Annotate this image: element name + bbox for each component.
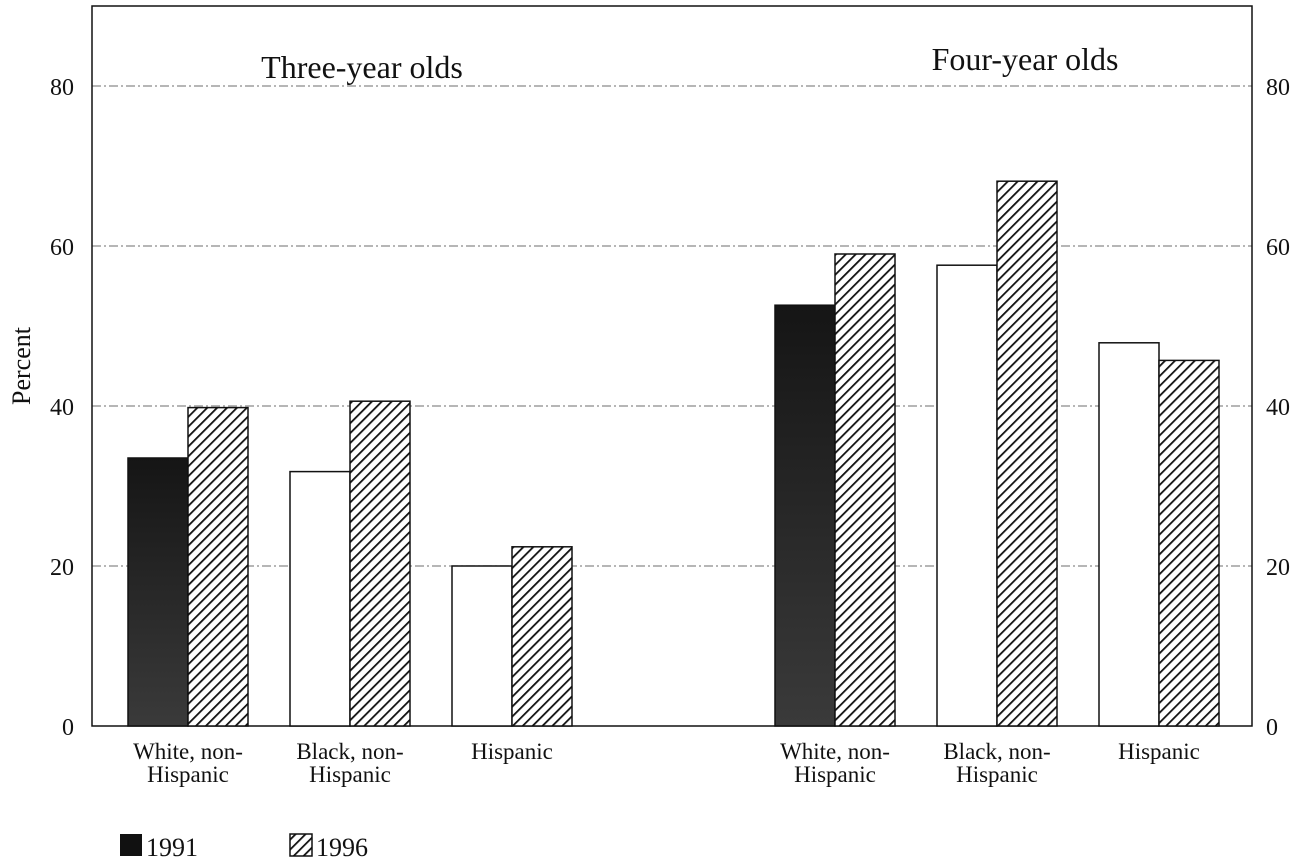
bar-1996-four-cat0	[835, 254, 895, 726]
category-label: Black, non-	[296, 739, 403, 764]
legend-label-1991: 1991	[146, 833, 198, 861]
y-tick-label-left: 80	[50, 75, 74, 101]
legend: 1991 1996	[120, 833, 368, 861]
group-title-three-year-olds: Three-year olds	[261, 49, 463, 85]
y-tick-label-left: 0	[62, 715, 74, 741]
bar-1991-four-cat0	[775, 305, 835, 726]
y-tick-label-left: 20	[50, 555, 74, 581]
bar-1996-three-cat0	[188, 408, 248, 726]
bar-1991-three-cat1	[290, 472, 350, 726]
bar-1996-three-cat2	[512, 547, 572, 726]
category-label: Hispanic	[956, 762, 1038, 787]
bar-1996-four-cat1	[997, 181, 1057, 726]
y-tick-label-right: 40	[1266, 395, 1290, 421]
legend-label-1996: 1996	[316, 833, 368, 861]
category-label: White, non-	[133, 739, 243, 764]
bar-1991-four-cat1	[937, 265, 997, 726]
category-label: Hispanic	[147, 762, 229, 787]
y-tick-label-left: 40	[50, 395, 74, 421]
y-tick-label-right: 20	[1266, 555, 1290, 581]
y-tick-label-right: 80	[1266, 75, 1290, 101]
bar-1991-three-cat0	[128, 458, 188, 726]
gridlines	[92, 86, 1252, 566]
bar-1991-three-cat2	[452, 566, 512, 726]
category-label: White, non-	[780, 739, 890, 764]
y-tick-label-right: 60	[1266, 235, 1290, 261]
group-title-four-year-olds: Four-year olds	[932, 41, 1119, 77]
legend-swatch-1991	[120, 834, 142, 856]
category-label: Hispanic	[794, 762, 876, 787]
bar-1996-four-cat2	[1159, 360, 1219, 726]
plot-frame	[92, 6, 1252, 726]
bar-1996-three-cat1	[350, 401, 410, 726]
category-label: Hispanic	[471, 739, 553, 764]
bar-1991-four-cat2	[1099, 343, 1159, 726]
bars	[128, 181, 1219, 726]
y-tick-label-right: 0	[1266, 715, 1278, 741]
category-label: Hispanic	[1118, 739, 1200, 764]
y-tick-label-left: 60	[50, 235, 74, 261]
category-label: Hispanic	[309, 762, 391, 787]
category-label: Black, non-	[943, 739, 1050, 764]
y-axis-label: Percent	[7, 326, 36, 405]
legend-swatch-1996	[290, 834, 312, 856]
